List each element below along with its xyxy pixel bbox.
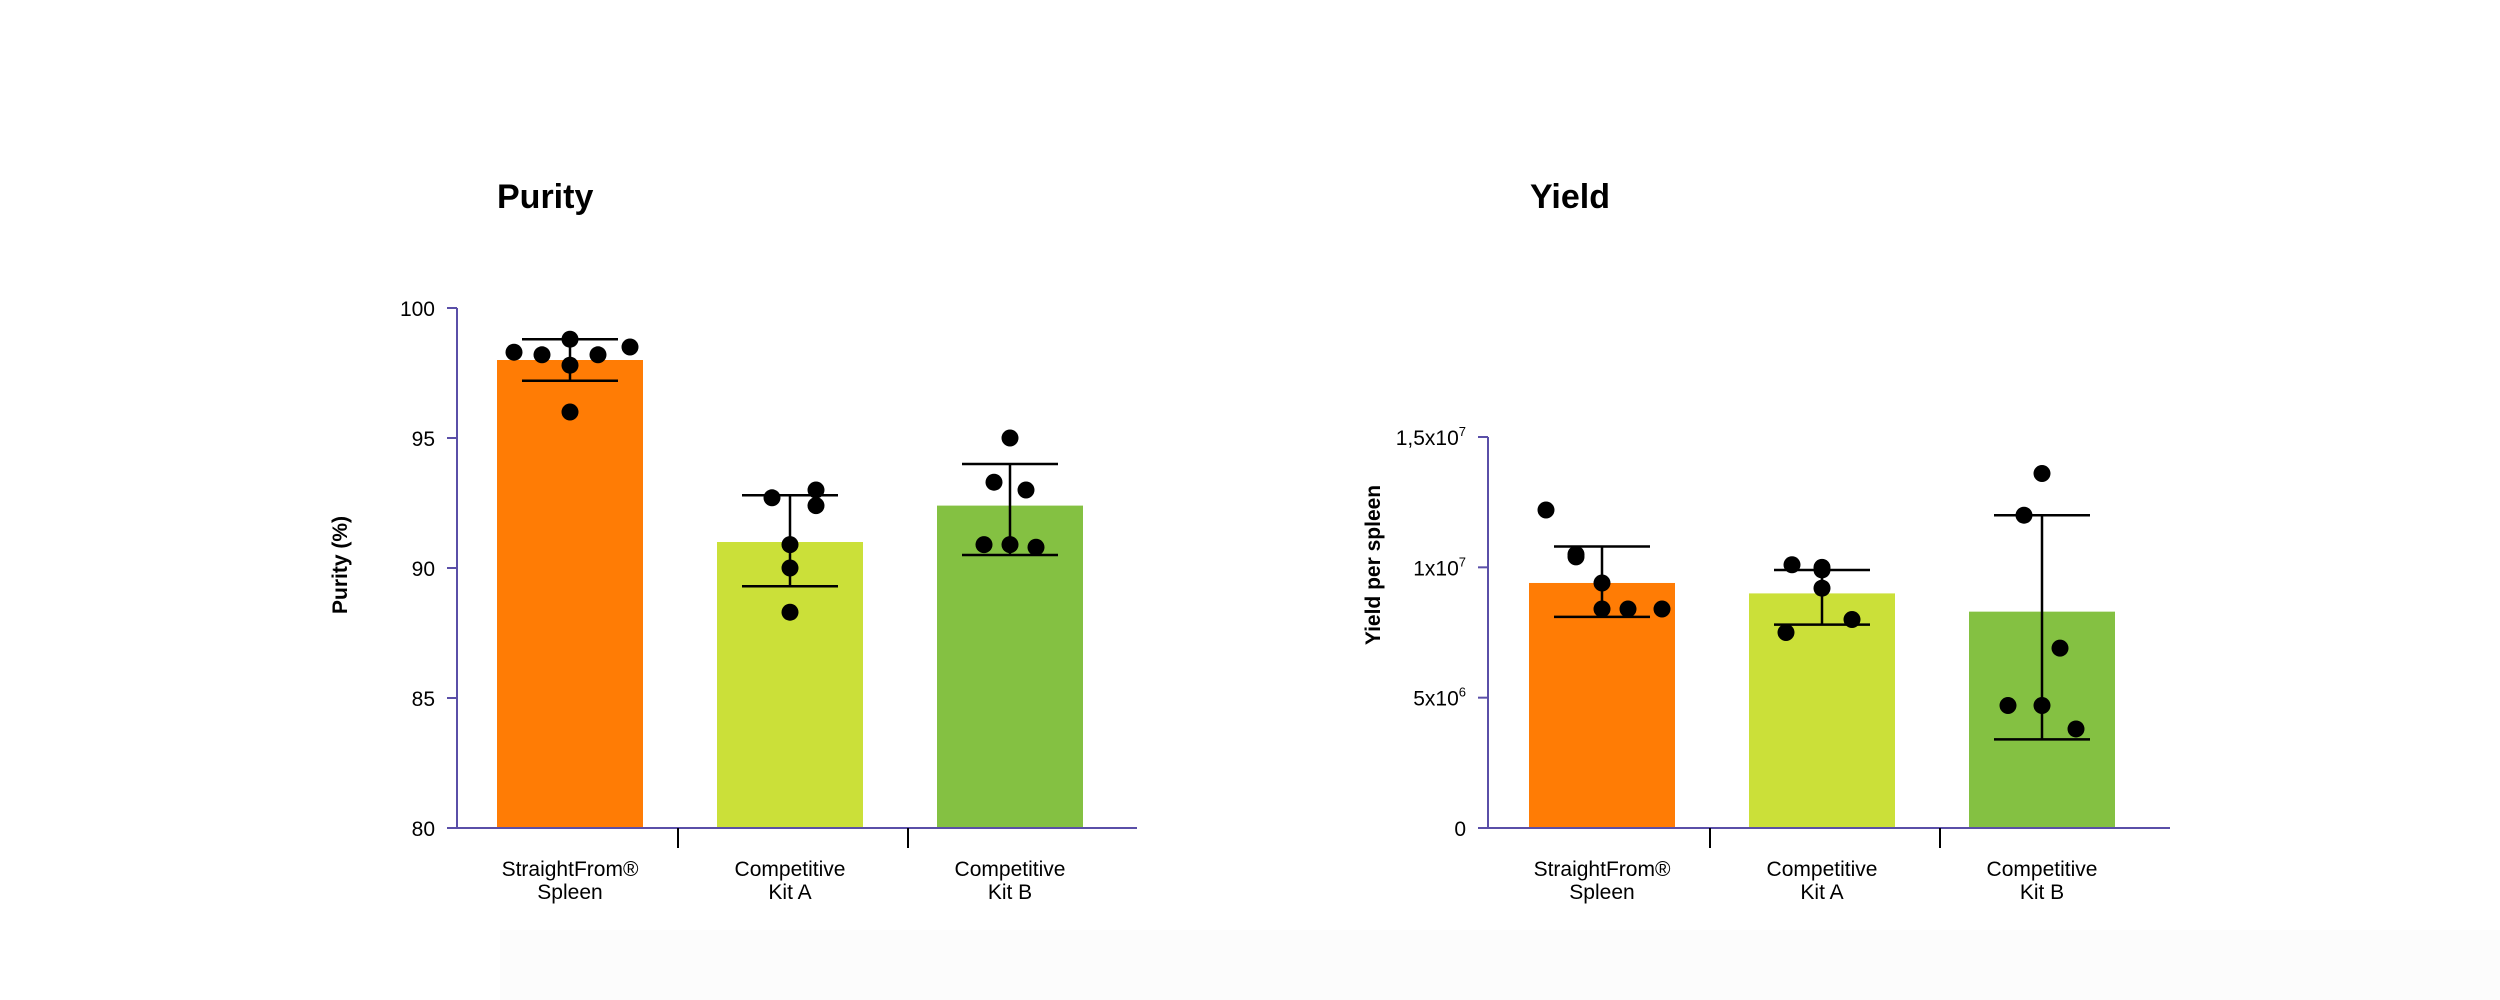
purity-data-point xyxy=(561,330,579,348)
purity-data-point xyxy=(1001,536,1019,554)
purity-data-point xyxy=(763,489,781,507)
yield-data-point xyxy=(1777,624,1795,641)
yield-data-point xyxy=(1567,548,1585,566)
yield-data-point xyxy=(1999,696,2017,714)
purity-chart-title: Purity xyxy=(497,178,593,216)
purity-data-point xyxy=(975,536,993,554)
purity-category-label-line1: Competitive xyxy=(735,858,846,881)
purity-data-point xyxy=(1027,538,1045,556)
purity-category-label-line2: Kit B xyxy=(988,881,1032,904)
purity-data-point xyxy=(1017,481,1035,499)
purity-data-point xyxy=(621,338,639,356)
yield-data-point xyxy=(2033,696,2051,714)
purity-data-point xyxy=(807,497,825,515)
yield-y-tick-label: 1,5x107 xyxy=(1396,424,1466,450)
purity-data-point xyxy=(781,536,799,554)
purity-y-tick-label: 95 xyxy=(412,428,435,451)
purity-bar-3 xyxy=(937,505,1083,828)
background-shade xyxy=(500,930,2500,1000)
yield-data-point xyxy=(2015,506,2033,524)
yield-data-point xyxy=(2033,464,2051,482)
purity-category-label-line1: Competitive xyxy=(955,858,1066,881)
purity-category-label-line1: StraightFrom® xyxy=(502,858,639,881)
yield-data-point xyxy=(1813,561,1831,579)
purity-data-point xyxy=(561,356,579,374)
purity-data-point xyxy=(589,346,607,364)
yield-y-tick-label-base: 1x10 xyxy=(1413,557,1459,580)
purity-plot-area: 80 85 90 95 100 StraightFrom®Spleen Competitiv… xyxy=(400,298,1137,904)
yield-data-point xyxy=(2051,639,2069,657)
purity-data-point xyxy=(505,343,523,361)
purity-data-point xyxy=(561,403,579,421)
purity-y-axis-label: Purity (%) xyxy=(329,516,352,614)
purity-bar-2 xyxy=(717,542,863,828)
purity-data-point xyxy=(781,603,799,621)
yield-data-point xyxy=(1843,610,1861,628)
yield-y-tick-label-base: 0 xyxy=(1454,818,1466,841)
yield-data-point xyxy=(1813,579,1831,597)
yield-bar-2 xyxy=(1749,593,1895,828)
purity-category-label-line2: Kit A xyxy=(768,881,811,904)
yield-y-tick-label-base: 5x10 xyxy=(1413,688,1459,711)
yield-y-tick-label-exponent: 7 xyxy=(1459,554,1466,569)
yield-category-label-line1: StraightFrom® xyxy=(1534,858,1671,881)
yield-bar-1 xyxy=(1529,582,1675,828)
purity-y-tick-label: 90 xyxy=(412,558,435,581)
yield-data-point xyxy=(1619,600,1637,618)
yield-y-axis-label: Yield per spleen xyxy=(1362,485,1385,645)
purity-chart: Purity Purity (%) 80 85 90 95 100 StraightFro… xyxy=(329,178,1137,904)
yield-y-tick-label: 1x107 xyxy=(1413,554,1466,580)
yield-y-tick-label: 5x106 xyxy=(1413,685,1466,711)
yield-data-point xyxy=(1537,501,1555,519)
purity-data-point xyxy=(533,346,551,364)
yield-y-tick-label: 0 xyxy=(1454,818,1466,841)
yield-category-label-line1: Competitive xyxy=(1767,858,1878,881)
purity-y-tick-label: 100 xyxy=(400,298,435,321)
purity-data-point xyxy=(1001,429,1019,447)
yield-data-point xyxy=(1653,600,1671,618)
purity-y-tick-label: 85 xyxy=(412,688,435,711)
yield-category-label-line2: Kit B xyxy=(2020,881,2064,904)
yield-chart: Yield Yield per spleen 05x1061x1071,5x10… xyxy=(1362,178,2170,904)
yield-y-tick-label-base: 1,5x10 xyxy=(1396,427,1459,450)
yield-chart-title: Yield xyxy=(1530,178,1610,216)
yield-category-label-line2: Spleen xyxy=(1569,881,1634,904)
yield-category-label-line1: Competitive xyxy=(1987,858,2098,881)
purity-category-label-line2: Spleen xyxy=(537,881,602,904)
purity-data-point xyxy=(985,473,1003,491)
yield-data-point xyxy=(1593,574,1611,592)
purity-bar-1 xyxy=(497,360,643,828)
yield-category-label-line2: Kit A xyxy=(1800,881,1843,904)
yield-data-point xyxy=(2067,720,2085,738)
yield-plot-area: 05x1061x1071,5x107StraightFrom®SpleenCom… xyxy=(1396,424,2170,904)
yield-y-tick-label-exponent: 6 xyxy=(1459,685,1466,700)
yield-data-point xyxy=(1783,556,1801,574)
purity-data-point xyxy=(781,559,799,577)
yield-data-point xyxy=(1593,600,1611,618)
purity-data-point xyxy=(807,481,825,499)
purity-y-tick-label: 80 xyxy=(412,818,435,841)
yield-y-tick-label-exponent: 7 xyxy=(1459,424,1466,439)
